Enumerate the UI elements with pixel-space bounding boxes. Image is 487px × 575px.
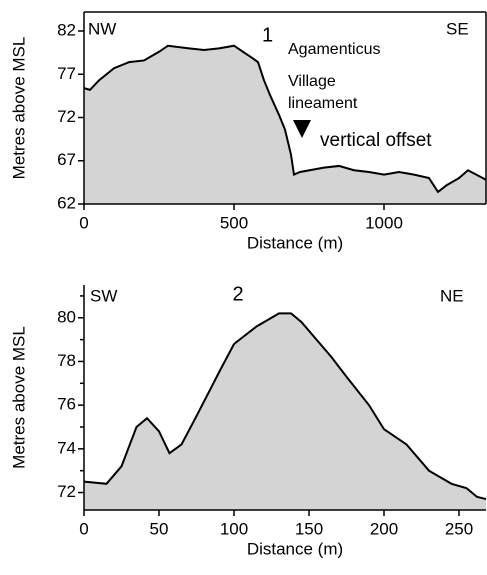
y-tick-label: 80 [57, 307, 76, 326]
x-axis-label: Distance (m) [247, 233, 343, 252]
y-tick-label: 72 [57, 107, 76, 126]
annotation: SE [446, 19, 469, 38]
annotation: vertical offset [320, 130, 432, 151]
x-tick-label: 1000 [365, 213, 403, 232]
profile-area [84, 313, 486, 510]
annotation: NE [440, 286, 464, 305]
y-axis-label: Metres above MSL [9, 326, 28, 469]
y-tick-label: 78 [57, 351, 76, 370]
y-tick-label: 76 [57, 395, 76, 414]
arrowhead [293, 120, 311, 138]
x-tick-label: 100 [220, 519, 248, 538]
profile-line [83, 312, 487, 501]
y-tick-label: 67 [57, 150, 76, 169]
y-tick-label: 77 [57, 64, 76, 83]
annotation: 2 [232, 283, 243, 305]
x-tick-label: 0 [79, 213, 88, 232]
x-tick-label: 0 [79, 519, 88, 538]
y-tick-label: 74 [57, 438, 76, 457]
y-tick-label: 62 [57, 193, 76, 212]
x-tick-label: 250 [445, 519, 473, 538]
x-tick-label: 150 [295, 519, 323, 538]
x-tick-label: 200 [370, 519, 398, 538]
x-tick-label: 500 [220, 213, 248, 232]
y-axis-label: Metres above MSL [9, 37, 28, 180]
annotation: lineament [288, 95, 358, 112]
annotation: Village [288, 73, 336, 90]
annotation: SW [90, 286, 117, 305]
y-tick-label: 82 [57, 21, 76, 40]
profile-line [83, 44, 487, 194]
x-tick-label: 50 [150, 519, 169, 538]
profile-area [84, 45, 486, 204]
y-tick-label: 72 [57, 482, 76, 501]
x-axis-label: Distance (m) [247, 539, 343, 558]
annotation: Agamenticus [288, 41, 381, 58]
annotation: NW [88, 19, 116, 38]
annotation: 1 [262, 24, 273, 46]
